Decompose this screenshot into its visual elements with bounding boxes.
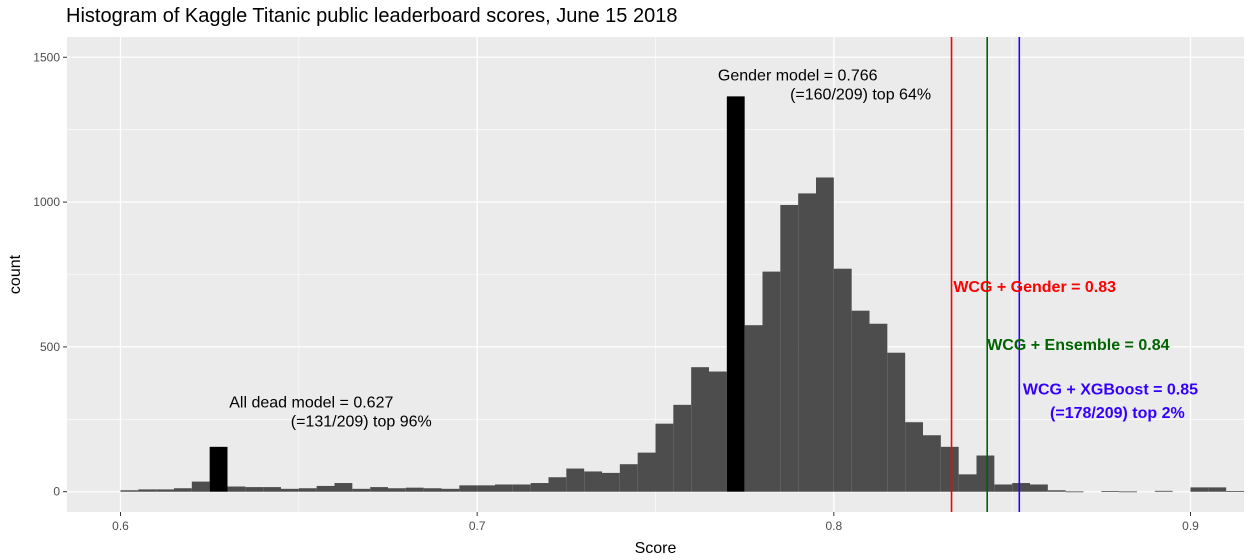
histogram-bar <box>905 422 923 492</box>
y-axis-title: count <box>7 254 24 294</box>
histogram-bar <box>869 323 888 492</box>
histogram-bar <box>958 474 977 492</box>
x-tick-label: 0.7 <box>469 519 486 533</box>
histogram-bar <box>477 485 495 492</box>
histogram-bars <box>120 96 1244 493</box>
histogram-bar <box>263 487 281 492</box>
annotation-label: Gender model = 0.766 <box>718 67 878 84</box>
annotation-label: WCG + XGBoost = 0.85 <box>1023 382 1198 399</box>
histogram-bar <box>334 483 353 492</box>
histogram-bar <box>227 486 246 492</box>
histogram-bar <box>281 488 299 492</box>
histogram-bar <box>530 483 549 492</box>
histogram-bar <box>512 484 531 492</box>
histogram-bar <box>940 446 959 492</box>
annotation-label: (=178/209) top 2% <box>1050 405 1185 422</box>
histogram-bar <box>691 367 709 492</box>
histogram-bar <box>441 488 460 492</box>
histogram-bar <box>602 472 620 492</box>
x-tick-label: 0.6 <box>112 519 129 533</box>
x-tick-label: 0.9 <box>1182 519 1199 533</box>
annotation-label: (=160/209) top 64% <box>790 86 931 103</box>
histogram-bar <box>120 490 139 492</box>
histogram-bar <box>816 177 834 492</box>
histogram-bar <box>994 484 1013 492</box>
histogram-bar <box>1208 487 1227 492</box>
histogram-bar <box>1030 484 1048 492</box>
histogram-bar <box>1226 491 1244 492</box>
annotation-label: (=131/209) top 96% <box>291 414 432 431</box>
x-tick-label: 0.8 <box>825 519 842 533</box>
histogram-bar <box>495 484 513 492</box>
histogram-bar <box>459 485 478 492</box>
y-axis-ticks: 0 500 1000 1500 <box>33 50 67 499</box>
histogram-bar <box>156 489 174 492</box>
histogram-bar <box>388 488 406 492</box>
x-axis-title: Score <box>635 540 677 557</box>
histogram-bar <box>566 468 585 492</box>
histogram-bar <box>851 310 870 492</box>
y-tick-label: 1500 <box>33 50 60 64</box>
annotation-label: All dead model = 0.627 <box>229 395 393 412</box>
y-tick-label: 1000 <box>33 195 60 209</box>
histogram-bar <box>762 271 781 492</box>
histogram-bar <box>316 485 335 492</box>
histogram-bar <box>1065 491 1084 493</box>
histogram-bar <box>405 487 424 492</box>
histogram-bar <box>673 404 692 492</box>
annotations: Gender model = 0.766 (=160/209) top 64% Al… <box>229 67 1198 430</box>
histogram-bar <box>584 471 602 492</box>
histogram-bar <box>423 488 442 492</box>
histogram-bar <box>1047 490 1066 492</box>
chart-title: Histogram of Kaggle Titanic public leade… <box>66 5 677 27</box>
histogram-bar <box>1190 487 1209 492</box>
histogram-bar <box>833 268 852 492</box>
reference-lines <box>950 37 1021 512</box>
histogram-bar <box>709 371 727 492</box>
histogram-bar <box>619 464 638 492</box>
highlight-bar <box>209 446 228 492</box>
histogram-bar <box>655 423 674 492</box>
histogram-bar <box>138 489 157 492</box>
histogram-bar <box>887 352 906 492</box>
histogram-bar <box>976 455 995 492</box>
annotation-label: WCG + Gender = 0.83 <box>953 279 1116 296</box>
y-tick-label: 0 <box>53 485 60 499</box>
histogram-bar <box>191 481 210 492</box>
histogram-bar <box>174 488 192 492</box>
x-axis-ticks: 0.6 0.7 0.8 0.9 <box>112 512 1199 533</box>
histogram-bar <box>637 452 656 492</box>
histogram-bar <box>245 487 264 492</box>
histogram-bar <box>370 487 388 492</box>
histogram-bar <box>1101 491 1120 492</box>
histogram-bar <box>298 488 317 492</box>
histogram-bar <box>780 204 799 492</box>
y-tick-label: 500 <box>40 340 60 354</box>
histogram-bar <box>1154 490 1173 492</box>
annotation-label: WCG + Ensemble = 0.84 <box>987 337 1169 354</box>
highlight-bar <box>726 96 745 492</box>
histogram-bar <box>1012 483 1030 492</box>
histogram-bar <box>548 477 567 492</box>
histogram-bar <box>744 325 763 492</box>
histogram-bar <box>1119 491 1137 493</box>
histogram-bar <box>352 488 371 492</box>
histogram-bar <box>798 193 816 492</box>
histogram-bar <box>923 435 941 492</box>
